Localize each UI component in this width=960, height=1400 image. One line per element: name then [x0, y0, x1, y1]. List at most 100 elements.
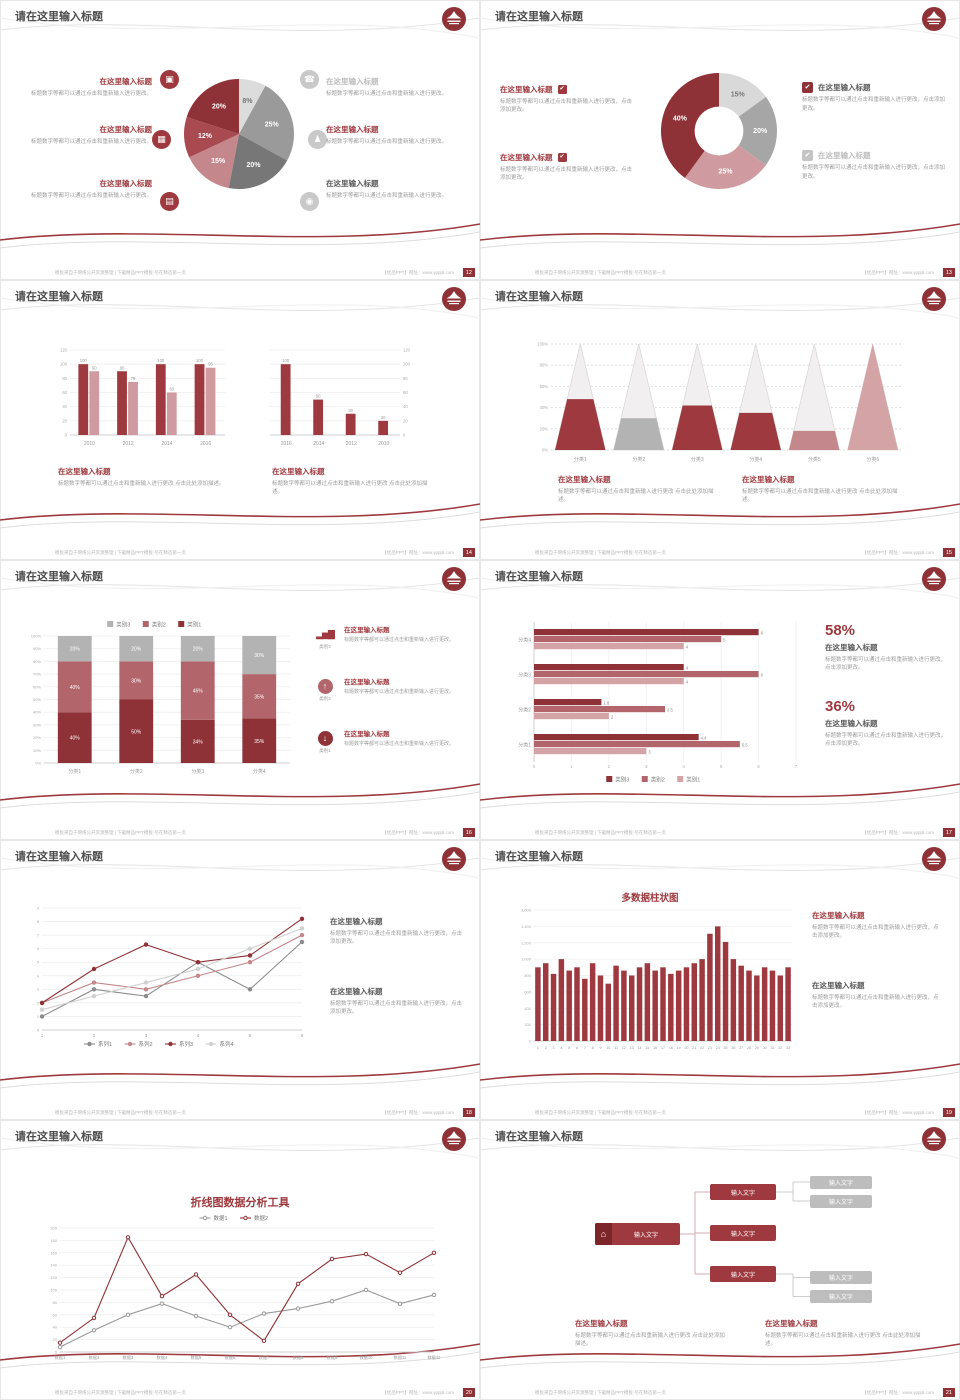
- svg-text:分类3: 分类3: [518, 672, 531, 679]
- svg-text:80%: 80%: [540, 363, 549, 368]
- callout-title[interactable]: 在这里输入标题: [742, 475, 795, 484]
- callout-body[interactable]: 标题数字等都可以通过点击和重新输入进行更改。: [344, 688, 455, 695]
- slide-18[interactable]: 请在这里输入标题 0 1 2 3 4 5 6 7 8 9 1 2 3 4 5 6 系列1 系列2 系列3 系列4 在这…: [0, 840, 480, 1120]
- callout-body[interactable]: 标题数字等都可以通过点击和重新输入进行更改，点击添加更改。: [812, 924, 939, 940]
- svg-text:26: 26: [731, 1046, 735, 1050]
- callout-title[interactable]: 在这里输入标题: [812, 981, 865, 990]
- callout-title[interactable]: 在这里输入标题: [344, 679, 390, 686]
- callout-body[interactable]: 标题数字等都可以通过点击和重新输入进行更改。: [344, 636, 455, 643]
- page-number: 13: [942, 268, 955, 277]
- callout-title[interactable]: 在这里输入标题: [344, 731, 390, 738]
- slide-15[interactable]: 请在这里输入标题 0% 20% 40% 60% 80% 100% 分类1 分类2 分类3 分类4 分…: [480, 280, 960, 560]
- callout-body[interactable]: 标题数字等都可以通过点击和重新输入进行更改。: [30, 138, 152, 145]
- callout-body[interactable]: 标题数字等都可以通过点击和重新输入进行更改。: [326, 138, 448, 145]
- callout-title[interactable]: 在这里输入标题: [326, 125, 379, 134]
- callout-title[interactable]: 在这里输入标题: [500, 153, 553, 162]
- callout-title[interactable]: 在这里输入标题: [330, 987, 383, 996]
- callout-body[interactable]: 标题数字等都可以通过点击和重新输入进行更改，点击添加更改。: [330, 1000, 463, 1016]
- callout-body[interactable]: 标题数字等都可以通过点击和重新输入进行更改，点击添加更改。: [802, 97, 946, 112]
- callout-title[interactable]: 在这里输入标题: [344, 627, 390, 634]
- line-chart[interactable]: 0 20 40 60 80 100 120 140 160 180 200 数据1 数据2 数据3 数据4 数…: [38, 1212, 442, 1364]
- callout-title[interactable]: 在这里输入标题: [99, 77, 153, 86]
- callout-body[interactable]: 标题数字等都可以通过点击和重新输入进行更改 点击此处添加描述。: [765, 1332, 921, 1348]
- slide-19[interactable]: 请在这里输入标题 多数据柱状图 0 200 400 600 800 1,000 1,200 1…: [480, 840, 960, 1120]
- callout-body[interactable]: 标题数字等都可以通过点击和重新输入进行更改，点击添加更改。: [802, 165, 946, 180]
- svg-text:6: 6: [757, 764, 760, 769]
- diagram-leaf-box[interactable]: 输入文字: [810, 1176, 872, 1189]
- callout-body[interactable]: 标题数字等都可以通过点击和重新输入进行更改 点击此处添加描述。: [575, 1332, 726, 1348]
- callout-title[interactable]: 在这里输入标题: [326, 179, 379, 188]
- callout-title[interactable]: 在这里输入标题: [500, 85, 553, 94]
- slide-12[interactable]: 请在这里输入标题 在这里输入标题 标题数字等都可以通过点击和重新输入进行更改。 …: [0, 0, 480, 280]
- svg-text:160: 160: [50, 1250, 57, 1255]
- callout-body[interactable]: 标题数字等都可以通过点击和重新输入进行更改，点击添加更改。: [330, 930, 463, 946]
- svg-text:20%: 20%: [212, 103, 227, 110]
- diagram-node-box[interactable]: 输入文字: [710, 1225, 776, 1241]
- callout-body[interactable]: 标题数字等都可以通过点击和重新输入进行更改 点击此处添加描述。: [742, 488, 898, 504]
- callout-title[interactable]: 在这里输入标题: [99, 125, 153, 134]
- diagram-label: 输入文字: [828, 1181, 853, 1187]
- callout-body[interactable]: 标题数字等都可以通过点击和重新输入进行更改，点击添加更改。: [825, 732, 947, 748]
- callout-title[interactable]: 在这里输入标题: [818, 151, 871, 160]
- slide-heading: 请在这里输入标题: [495, 571, 583, 583]
- diagram-leaf-box[interactable]: 输入文字: [810, 1271, 872, 1284]
- callout-title[interactable]: 在这里输入标题: [326, 77, 379, 86]
- column-chart[interactable]: 0 200 400 600 800 1,000 1,200 1,400 1,600 1 2 3 4 5 6 7…: [508, 904, 796, 1052]
- callout-title[interactable]: 在这里输入标题: [765, 1319, 818, 1328]
- callout-body[interactable]: 标题数字等都可以通过点击和重新输入进行更改 点击此处添加描述。: [558, 488, 714, 504]
- svg-text:5: 5: [720, 764, 723, 769]
- callout-title[interactable]: 在这里输入标题: [575, 1319, 628, 1328]
- slide-21[interactable]: 请在这里输入标题 ⌂ 输入文字 输入文字 输入文字 输入文字 输入文字 输入文字…: [480, 1120, 960, 1400]
- callout-title[interactable]: 在这里输入标题: [99, 179, 153, 188]
- page-number: 21: [942, 1388, 955, 1397]
- slide-14[interactable]: 请在这里输入标题 0 20 40 60 80 100 120 100 90 100 100 90 75 6…: [0, 280, 480, 560]
- svg-text:类别1: 类别1: [686, 776, 700, 784]
- diagram-node-box[interactable]: 输入文字: [710, 1184, 776, 1200]
- diagram-node-box[interactable]: 输入文字: [710, 1266, 776, 1282]
- callout-body[interactable]: 标题数字等都可以通过点击和重新输入进行更改 点击此处添加描述。: [58, 480, 225, 487]
- page-number: 16: [462, 828, 475, 837]
- callout-body[interactable]: 标题数字等都可以通过点击和重新输入进行更改。: [30, 90, 152, 97]
- diagram-label: 输入文字: [730, 1231, 755, 1238]
- slide-20[interactable]: 请在这里输入标题 折线图数据分析工具 0 20 40 60 80 100 120 140 160…: [0, 1120, 480, 1400]
- diagram-root-box[interactable]: ⌂ 输入文字: [595, 1223, 680, 1245]
- callout-title[interactable]: 在这里输入标题: [825, 643, 878, 652]
- svg-text:12: 12: [622, 1046, 626, 1050]
- callout-title[interactable]: 在这里输入标题: [58, 467, 111, 476]
- slide-17[interactable]: 请在这里输入标题 0 1 2 3 4 5 6 7 6 4 1.8 4.4 5 6 3.5 5.5 4 4 2 3 分类4…: [480, 560, 960, 840]
- callout-title[interactable]: 在这里输入标题: [558, 475, 611, 484]
- check-icon: ✔: [557, 85, 567, 94]
- slide-13[interactable]: 请在这里输入标题 在这里输入标题 ✔ 标题数字等都可以通过点击和重新输入进行更改…: [480, 0, 960, 280]
- horizontal-bar-chart[interactable]: 0 1 2 3 4 5 6 7 6 4 1.8 4.4 5 6 3.5 5.5 4 4 2 3 分类4 分类3 分类2 分类1…: [508, 616, 808, 784]
- callout-title[interactable]: 在这里输入标题: [272, 467, 325, 476]
- diagram-leaf-box[interactable]: 输入文字: [810, 1290, 872, 1303]
- callout-body[interactable]: 标题数字等都可以通过点击和重新输入进行更改，点击添加更改。: [500, 98, 633, 114]
- grouped-bar-chart[interactable]: 0 20 40 60 80 100 120 100 90 100 100 90 75 60 95 2010 20…: [48, 340, 233, 448]
- callout-title[interactable]: 在这里输入标题: [330, 917, 383, 926]
- callout-body[interactable]: 标题数字等都可以通过点击和重新输入进行更改，点击添加更改。: [812, 994, 939, 1010]
- cone-chart[interactable]: 0% 20% 40% 60% 80% 100% 分类1 分类2 分类3 分类4 分类5 分类6: [525, 336, 910, 464]
- callout-title[interactable]: 在这里输入标题: [818, 83, 871, 92]
- callout-body[interactable]: 标题数字等都可以通过点击和重新输入进行更改，点击添加更改。: [825, 656, 947, 672]
- bar-chart[interactable]: 0 20 40 60 80 100 120 100 50 30 20 2016 2014 2012 2010: [262, 340, 422, 448]
- svg-text:75: 75: [131, 376, 136, 381]
- callout-body[interactable]: 标题数字等都可以通过点击和重新输入进行更改。: [326, 192, 448, 199]
- svg-text:分类1: 分类1: [68, 768, 81, 775]
- callout-title[interactable]: 在这里输入标题: [812, 911, 865, 920]
- svg-text:6: 6: [576, 1046, 578, 1050]
- callout-title[interactable]: 在这里输入标题: [825, 719, 878, 728]
- svg-text:数据7: 数据7: [259, 1354, 270, 1361]
- pie-chart[interactable]: 8% 25% 20% 15% 12% 20%: [183, 78, 295, 190]
- donut-chart[interactable]: 15% 20% 25% 40%: [660, 72, 778, 190]
- callout-body[interactable]: 标题数字等都可以通过点击和重新输入进行更改。: [326, 90, 448, 97]
- callout-body[interactable]: 标题数字等都可以通过点击和重新输入进行更改 点击此处添加描述。: [272, 480, 428, 496]
- svg-text:3: 3: [145, 1033, 148, 1038]
- slide-16[interactable]: 请在这里输入标题 类别3 类别2 类别1 0% 10% 20% 30% 40% 50% 60% 70…: [0, 560, 480, 840]
- line-chart[interactable]: 0 1 2 3 4 5 6 7 8 9 1 2 3 4 5 6 系列1 系列2 系列3 系列4: [20, 900, 310, 1048]
- callout-body[interactable]: 标题数字等都可以通过点击和重新输入进行更改。: [30, 192, 152, 199]
- diagram-leaf-box[interactable]: 输入文字: [810, 1195, 872, 1208]
- callout-body[interactable]: 标题数字等都可以通过点击和重新输入进行更改，点击添加更改。: [500, 166, 633, 182]
- stacked-bar-chart[interactable]: 类别3 类别2 类别1 0% 10% 20% 30% 40% 50% 60% 70% 80% 90% 10…: [20, 618, 298, 776]
- svg-text:8: 8: [37, 919, 40, 924]
- callout-body[interactable]: 标题数字等都可以通过点击和重新输入进行更改。: [344, 740, 455, 747]
